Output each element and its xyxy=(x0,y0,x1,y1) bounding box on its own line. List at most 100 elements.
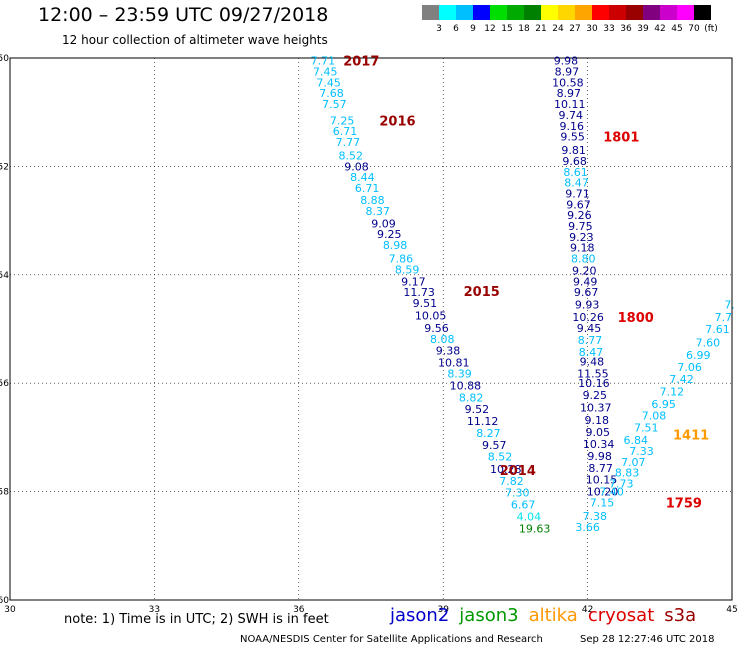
scale-label: 6 xyxy=(453,24,459,34)
data-point-cryosat: 9.98 xyxy=(587,450,612,463)
plot-frame xyxy=(9,57,733,601)
scale-swatch xyxy=(473,5,490,20)
data-point-s3a: 8.27 xyxy=(476,427,501,440)
data-point-cryosat: 9.93 xyxy=(575,299,600,312)
scale-swatch xyxy=(439,5,456,20)
data-point-s3a: 7.77 xyxy=(336,136,361,149)
data-point-cryosat: 10.26 xyxy=(572,311,604,324)
data-point-s3a: 8.82 xyxy=(459,391,484,404)
time-annotation: 2016 xyxy=(379,114,415,129)
scale-label: 9 xyxy=(470,24,476,34)
time-annotation: 1800 xyxy=(618,311,654,326)
data-point-s3a: 6.71 xyxy=(333,125,358,138)
y-tick-label: -58 xyxy=(0,488,9,498)
y-tick-label: -56 xyxy=(0,379,9,389)
data-point-s3a: 7.25 xyxy=(330,114,355,127)
scale-swatch xyxy=(660,5,677,20)
data-point-cryosat: 9.74 xyxy=(559,109,584,122)
data-point-cryosat: 10.11 xyxy=(554,98,586,111)
data-point-s3a: 8.88 xyxy=(360,194,385,207)
scale-swatch xyxy=(507,5,524,20)
data-point-jason2: 7.33 xyxy=(629,445,654,458)
data-point-cryosat: 9.68 xyxy=(562,155,587,168)
data-point-cryosat: 8.97 xyxy=(555,66,580,79)
data-point-s3a: 10.81 xyxy=(438,357,470,370)
scale-swatch xyxy=(609,5,626,20)
scale-label: 27 xyxy=(569,24,581,34)
data-point-jason2: 7.38 xyxy=(583,510,608,523)
data-point-jason2: 6.95 xyxy=(651,398,676,411)
data-point-cryosat: 9.75 xyxy=(568,220,593,233)
scale-swatch xyxy=(422,5,439,20)
scale-label: 24 xyxy=(552,24,564,34)
data-point-s3a: 8.08 xyxy=(430,333,455,346)
data-point-jason2: 7.07 xyxy=(621,456,646,469)
data-point-s3a: 9.51 xyxy=(413,297,438,310)
data-point-s3a: 8.39 xyxy=(447,367,472,380)
data-point-s3a: 9.25 xyxy=(377,228,402,241)
data-point-cryosat: 8.80 xyxy=(571,253,596,266)
y-tick-label: -52 xyxy=(0,162,9,172)
chart-subtitle: 12 hour collection of altimeter wave hei… xyxy=(62,33,328,47)
data-points: 7.717.457.457.687.577.256.717.778.529.08… xyxy=(311,55,735,536)
data-point-jason2: 7.51 xyxy=(634,422,659,435)
data-point-jason2: 7.15 xyxy=(590,496,615,509)
data-point-s3a: 9.17 xyxy=(401,275,426,288)
scale-label: (ft) xyxy=(704,24,718,34)
data-point-s3a: 11.73 xyxy=(403,286,435,299)
scale-label: 18 xyxy=(518,24,530,34)
x-tick-label: 30 xyxy=(4,605,16,615)
data-point-s3a: 6.71 xyxy=(355,182,380,195)
data-point-jason2: 7.61 xyxy=(705,323,730,336)
data-point-s3a: 9.57 xyxy=(482,439,507,452)
data-point-jason2: 7.73 xyxy=(609,477,634,490)
data-point-cryosat: 10.15 xyxy=(586,474,618,487)
data-point-s3a: 10.28 xyxy=(490,463,522,476)
data-point-s3a: 10.05 xyxy=(415,309,447,322)
data-point-cryosat: 11.55 xyxy=(577,367,609,380)
time-annotation: 2015 xyxy=(464,285,500,300)
data-point-s3a: 8.44 xyxy=(350,171,375,184)
data-point-s3a: 7.86 xyxy=(389,253,414,266)
legend-altika: altika xyxy=(528,605,578,626)
time-annotation: 1759 xyxy=(666,496,702,511)
scale-swatch xyxy=(490,5,507,20)
data-point-s3a: 7.82 xyxy=(499,475,524,488)
note-text: note: 1) Time is in UTC; 2) SWH is in fe… xyxy=(64,612,329,627)
data-point-cryosat: 9.67 xyxy=(566,198,591,211)
data-point-s3a: 19.63 xyxy=(519,522,551,535)
data-point-jason2: 7.08 xyxy=(642,410,667,423)
scale-label: 36 xyxy=(620,24,632,34)
data-point-cryosat: 9.16 xyxy=(559,120,584,133)
scale-swatch xyxy=(575,5,592,20)
data-point-jason2: 7.7 xyxy=(715,311,733,324)
data-point-s3a: 8.52 xyxy=(488,450,513,463)
data-point-cryosat: 8.77 xyxy=(588,462,613,475)
y-tick-label: -54 xyxy=(0,271,9,281)
data-point-cryosat: 9.18 xyxy=(570,242,595,255)
data-point-cryosat: 9.45 xyxy=(577,322,602,335)
scale-label: 33 xyxy=(603,24,615,34)
data-point-s3a: 8.98 xyxy=(383,239,408,252)
scale-swatch xyxy=(626,5,643,20)
x-tick-label: 39 xyxy=(437,605,449,615)
x-tick-label: 45 xyxy=(726,605,737,615)
data-point-s3a: 9.08 xyxy=(344,160,369,173)
data-point-cryosat: 8.97 xyxy=(557,87,582,100)
data-point-jason2: 7.40 xyxy=(599,486,624,499)
data-point-cryosat: 9.05 xyxy=(585,426,610,439)
data-point-cryosat: 10.58 xyxy=(552,76,584,89)
legend-cryosat: cryosat xyxy=(587,605,655,626)
scale-swatch xyxy=(541,5,558,20)
scale-label: 15 xyxy=(501,24,513,34)
legend-jason2: jason2 xyxy=(390,605,450,626)
data-point-s3a: 11.12 xyxy=(467,415,499,428)
data-point-s3a: 7.45 xyxy=(316,76,341,89)
time-annotation: 1411 xyxy=(673,429,709,444)
scale-swatch xyxy=(558,5,575,20)
scale-swatch xyxy=(694,5,711,20)
data-point-cryosat: 10.20 xyxy=(587,486,619,499)
scale-label: 39 xyxy=(637,24,649,34)
time-annotation: 2014 xyxy=(500,464,536,479)
data-point-jason2: 6.84 xyxy=(623,434,648,447)
